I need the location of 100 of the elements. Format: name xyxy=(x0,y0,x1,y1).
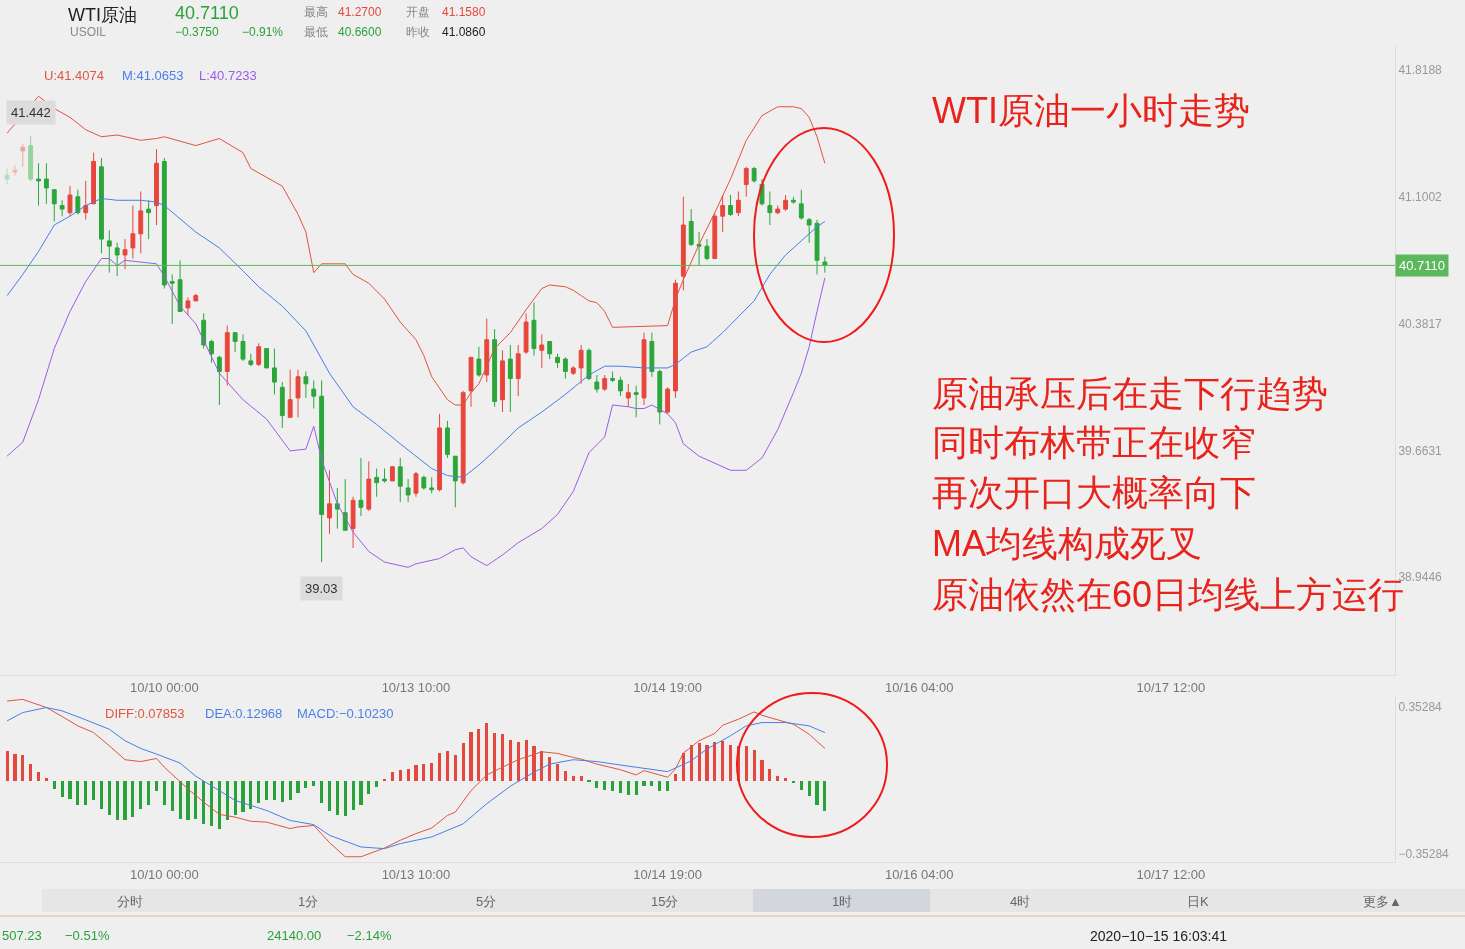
x-tick-label: 10/14 19:00 xyxy=(633,679,702,695)
candlestick xyxy=(500,349,505,413)
bar xyxy=(635,781,638,795)
candlestick xyxy=(177,259,183,312)
candlestick xyxy=(287,369,293,418)
bar xyxy=(784,778,787,781)
bar xyxy=(273,781,276,800)
bar xyxy=(430,763,433,781)
bar xyxy=(517,742,520,781)
candlestick xyxy=(492,328,498,408)
candlestick xyxy=(311,379,317,410)
candlestick xyxy=(476,346,482,378)
bar xyxy=(658,781,661,791)
candlestick xyxy=(806,217,812,244)
candlestick xyxy=(319,379,325,563)
bar xyxy=(485,723,488,781)
x-tick-label: 10/16 04:00 xyxy=(884,679,954,695)
candlestick xyxy=(169,273,175,325)
candlestick xyxy=(712,212,718,260)
bar xyxy=(45,778,48,781)
candlestick xyxy=(822,256,828,274)
x-tick-label: 10/10 00:00 xyxy=(130,679,199,695)
bar xyxy=(650,781,653,786)
annotation: 39.03 xyxy=(305,581,338,596)
candlestick xyxy=(570,365,576,376)
candlestick xyxy=(704,238,710,261)
x-tick-label: 10/13 10:00 xyxy=(381,866,451,882)
candlestick xyxy=(445,420,450,459)
bar xyxy=(815,781,819,805)
bar xyxy=(352,781,355,810)
candlestick xyxy=(12,164,18,177)
candlestick xyxy=(484,318,490,383)
bar xyxy=(241,781,245,812)
bar xyxy=(414,765,418,781)
candlestick xyxy=(665,386,671,415)
candlestick xyxy=(798,189,804,221)
text: 507.23 xyxy=(2,928,42,943)
bar xyxy=(729,745,732,781)
candlestick xyxy=(767,190,773,226)
text: 4时 xyxy=(1010,894,1031,909)
text: 更多▲ xyxy=(1363,894,1402,909)
bar xyxy=(61,781,64,797)
candlestick xyxy=(83,180,89,221)
bar xyxy=(344,781,347,816)
candlestick xyxy=(51,189,57,222)
bar xyxy=(29,764,32,781)
bar xyxy=(6,751,9,781)
candlestick xyxy=(728,194,733,217)
candlestick xyxy=(295,369,301,418)
annotation: MA均线构成死叉 xyxy=(932,523,1202,564)
candlestick xyxy=(224,325,230,387)
x-tick-label: 10/10 00:00 xyxy=(130,866,199,882)
y-tick-label: 41.1002 xyxy=(1398,189,1443,204)
bar xyxy=(690,745,693,781)
candlestick xyxy=(507,344,513,413)
bar xyxy=(179,781,182,819)
annotation: 41.442 xyxy=(11,105,51,120)
text: 2020−10−15 16:03:41 xyxy=(1090,928,1228,944)
text: USOIL xyxy=(70,25,107,39)
text: WTI原油 xyxy=(68,5,137,25)
candlestick xyxy=(272,348,277,395)
text: 开盘 xyxy=(406,5,430,19)
candlestick xyxy=(43,162,49,205)
candlestick xyxy=(429,476,435,494)
candlestick xyxy=(216,355,222,406)
bar xyxy=(359,781,363,805)
bar xyxy=(100,781,103,809)
bar xyxy=(760,760,764,781)
candlestick xyxy=(146,199,152,240)
candlestick xyxy=(515,344,521,397)
bar xyxy=(21,755,24,781)
candlestick xyxy=(783,194,788,212)
candlestick xyxy=(814,219,820,275)
candlestick xyxy=(106,229,112,274)
candlestick xyxy=(743,166,749,198)
bar xyxy=(776,776,779,781)
candlestick xyxy=(531,302,537,357)
bar xyxy=(320,781,323,803)
line-series xyxy=(6,258,826,568)
text: 1分 xyxy=(298,894,319,909)
bar xyxy=(753,750,756,781)
candlestick xyxy=(91,152,96,205)
bar xyxy=(76,781,79,805)
bar xyxy=(281,781,284,802)
annotation: 原油承压后在走下行趋势 xyxy=(932,373,1328,414)
text: 昨收 xyxy=(406,25,430,39)
candlestick xyxy=(350,496,356,549)
candlestick xyxy=(382,468,387,484)
bar xyxy=(296,781,300,793)
candlestick xyxy=(397,457,403,503)
bar xyxy=(249,781,252,809)
candlestick xyxy=(578,344,584,385)
text: DEA:0.12968 xyxy=(205,706,283,721)
bar xyxy=(642,781,646,786)
candlestick xyxy=(618,376,623,397)
candlestick xyxy=(154,148,159,226)
bar xyxy=(265,781,268,800)
bar xyxy=(210,781,213,826)
bar xyxy=(800,781,803,790)
candlestick xyxy=(696,231,702,267)
